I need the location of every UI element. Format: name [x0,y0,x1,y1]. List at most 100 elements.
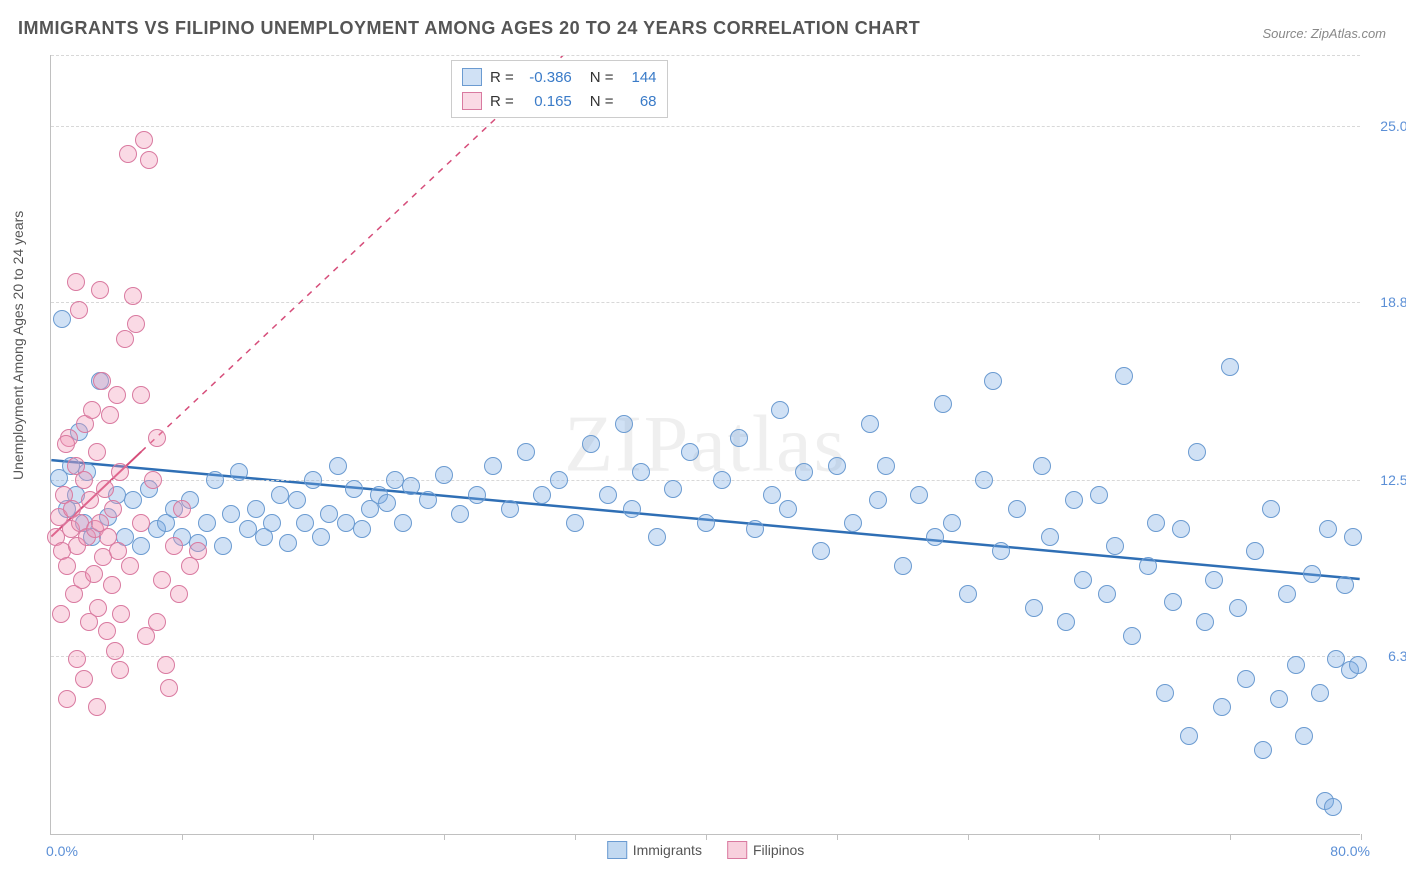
stats-n-value: 68 [622,93,657,110]
xtick [313,834,314,840]
legend-item: Filipinos [727,841,804,859]
data-point [1033,457,1051,475]
data-point [910,486,928,504]
data-point [1156,684,1174,702]
data-point [1221,358,1239,376]
data-point [132,537,150,555]
data-point [828,457,846,475]
ytick-label: 6.3% [1365,648,1406,664]
data-point [111,661,129,679]
stats-n-label: N = [590,93,614,110]
x-start-label: 0.0% [46,843,78,859]
legend-label: Filipinos [753,842,804,858]
data-point [271,486,289,504]
data-point [623,500,641,518]
xtick [968,834,969,840]
data-point [98,622,116,640]
data-point [119,145,137,163]
data-point [214,537,232,555]
data-point [517,443,535,461]
data-point [435,466,453,484]
data-point [239,520,257,538]
data-point [566,514,584,532]
data-point [247,500,265,518]
data-point [222,505,240,523]
stats-n-label: N = [590,69,614,86]
data-point [419,491,437,509]
data-point [75,670,93,688]
data-point [386,471,404,489]
data-point [124,287,142,305]
data-point [83,401,101,419]
data-point [812,542,830,560]
data-point [173,500,191,518]
data-point [861,415,879,433]
data-point [52,605,70,623]
data-point [93,372,111,390]
data-point [279,534,297,552]
data-point [57,435,75,453]
data-point [730,429,748,447]
data-point [104,500,122,518]
plot-area: ZIPatlas R = -0.386N = 144R = 0.165N = 6… [50,55,1360,835]
data-point [111,463,129,481]
data-point [844,514,862,532]
xtick [1230,834,1231,840]
data-point [1041,528,1059,546]
data-point [1139,557,1157,575]
data-point [1090,486,1108,504]
data-point [1057,613,1075,631]
data-point [1295,727,1313,745]
data-point [1287,656,1305,674]
data-point [934,395,952,413]
data-point [106,642,124,660]
gridline [51,126,1360,127]
data-point [91,281,109,299]
data-point [869,491,887,509]
data-point [1254,741,1272,759]
data-point [148,429,166,447]
data-point [206,471,224,489]
data-point [877,457,895,475]
stats-r-value: -0.386 [522,69,572,86]
legend-swatch [607,841,627,859]
stats-r-value: 0.165 [522,93,572,110]
data-point [1319,520,1337,538]
data-point [288,491,306,509]
chart-title: IMMIGRANTS VS FILIPINO UNEMPLOYMENT AMON… [18,18,920,39]
data-point [943,514,961,532]
data-point [402,477,420,495]
data-point [378,494,396,512]
chart-container: IMMIGRANTS VS FILIPINO UNEMPLOYMENT AMON… [0,0,1406,892]
legend-swatch [462,68,482,86]
data-point [353,520,371,538]
data-point [70,301,88,319]
data-point [198,514,216,532]
data-point [1270,690,1288,708]
data-point [53,310,71,328]
gridline [51,656,1360,657]
xtick [706,834,707,840]
data-point [1336,576,1354,594]
stats-row: R = -0.386N = 144 [462,65,657,89]
stats-r-label: R = [490,93,514,110]
data-point [124,491,142,509]
data-point [697,514,715,532]
data-point [926,528,944,546]
data-point [501,500,519,518]
stats-r-label: R = [490,69,514,86]
data-point [746,520,764,538]
data-point [1262,500,1280,518]
data-point [984,372,1002,390]
data-point [85,565,103,583]
data-point [550,471,568,489]
data-point [1098,585,1116,603]
data-point [959,585,977,603]
data-point [263,514,281,532]
data-point [67,273,85,291]
data-point [771,401,789,419]
data-point [1246,542,1264,560]
data-point [1172,520,1190,538]
data-point [681,443,699,461]
data-point [1008,500,1026,518]
